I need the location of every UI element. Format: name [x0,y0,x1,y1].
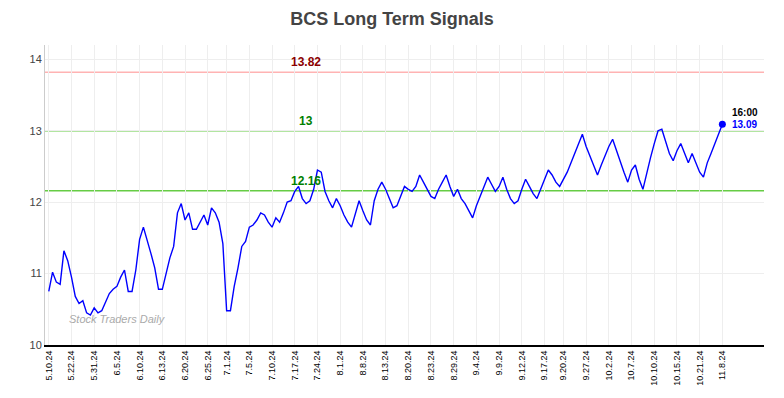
svg-text:14: 14 [30,53,42,65]
svg-text:BCS Long Term Signals: BCS Long Term Signals [290,9,494,29]
svg-text:6.20.24: 6.20.24 [180,351,190,381]
svg-text:Stock Traders Daily: Stock Traders Daily [69,313,166,325]
svg-text:12: 12 [30,196,42,208]
svg-text:9.9.24: 9.9.24 [494,351,504,376]
svg-text:16:00: 16:00 [732,107,758,118]
svg-text:5.31.24: 5.31.24 [89,351,99,381]
svg-text:13: 13 [30,125,42,137]
svg-text:6.10.24: 6.10.24 [135,351,145,381]
svg-text:9.27.24: 9.27.24 [581,351,591,381]
svg-text:5.22.24: 5.22.24 [66,351,76,381]
svg-text:7.10.24: 7.10.24 [267,351,277,381]
svg-text:7.1.24: 7.1.24 [222,351,232,376]
svg-text:10.7.24: 10.7.24 [626,351,636,381]
svg-text:5.10.24: 5.10.24 [44,351,54,381]
svg-text:10.15.24: 10.15.24 [672,351,682,386]
svg-text:7.24.24: 7.24.24 [312,351,322,381]
svg-text:13.82: 13.82 [291,55,321,69]
svg-text:13.09: 13.09 [732,119,757,130]
svg-text:8.20.24: 8.20.24 [403,351,413,381]
svg-text:10.10.24: 10.10.24 [649,351,659,386]
svg-text:11: 11 [30,267,41,279]
svg-text:10.21.24: 10.21.24 [695,351,705,386]
svg-text:13: 13 [299,114,313,128]
svg-text:6.13.24: 6.13.24 [157,351,167,381]
svg-text:9.17.24: 9.17.24 [539,351,549,381]
svg-text:6.5.24: 6.5.24 [112,351,122,376]
svg-text:8.29.24: 8.29.24 [449,351,459,381]
svg-text:11.8.24: 11.8.24 [717,351,727,380]
svg-text:10.2.24: 10.2.24 [604,351,614,381]
svg-text:8.8.24: 8.8.24 [358,351,368,376]
svg-text:9.20.24: 9.20.24 [558,351,568,381]
svg-text:12.16: 12.16 [291,174,321,188]
svg-text:9.4.24: 9.4.24 [471,351,481,376]
svg-text:8.23.24: 8.23.24 [426,351,436,381]
svg-text:7.17.24: 7.17.24 [290,351,300,381]
svg-text:6.25.24: 6.25.24 [203,351,213,381]
svg-text:10: 10 [30,339,42,351]
svg-text:9.12.24: 9.12.24 [517,351,527,381]
svg-text:8.1.24: 8.1.24 [335,351,345,376]
svg-text:8.13.24: 8.13.24 [381,351,391,381]
svg-text:7.5.24: 7.5.24 [244,351,254,376]
